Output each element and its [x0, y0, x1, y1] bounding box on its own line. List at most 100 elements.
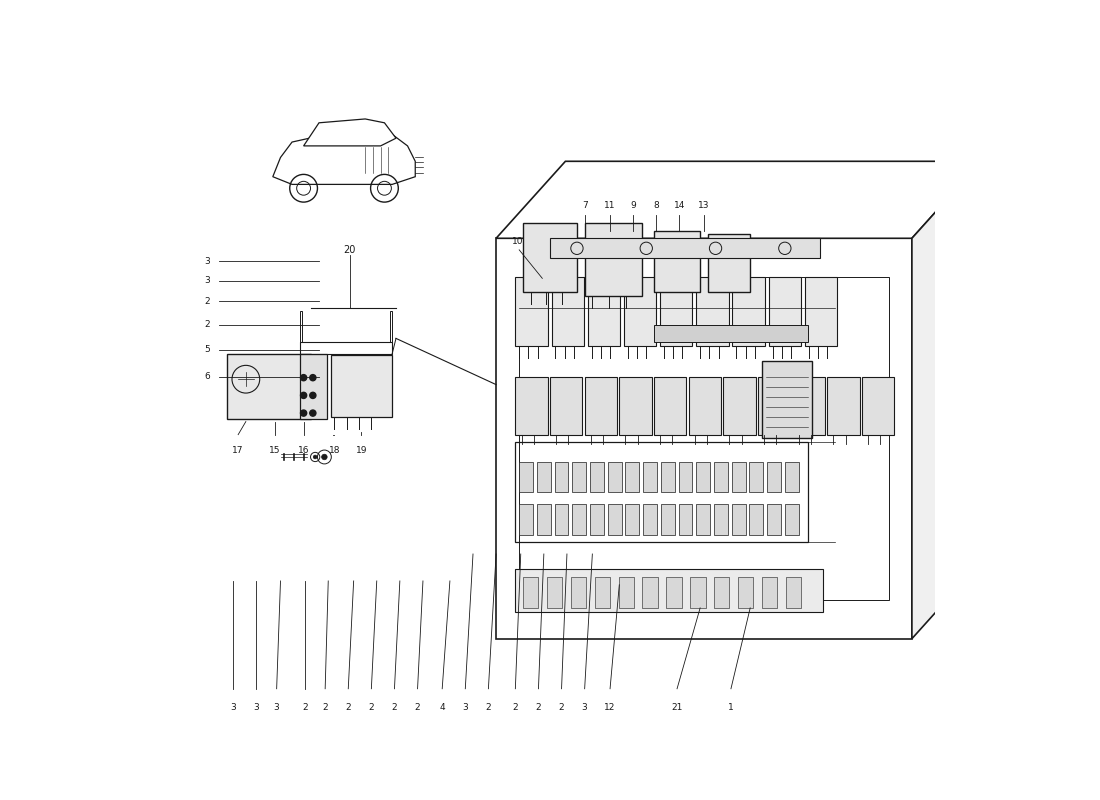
- Bar: [571, 577, 586, 608]
- Bar: [690, 577, 705, 608]
- Bar: [624, 277, 657, 346]
- Bar: [587, 277, 620, 346]
- Text: 2: 2: [368, 702, 374, 712]
- Bar: [714, 462, 728, 492]
- Text: 3: 3: [253, 702, 258, 712]
- Bar: [389, 311, 392, 342]
- Polygon shape: [912, 162, 981, 638]
- Bar: [626, 462, 639, 492]
- Text: 19: 19: [355, 446, 367, 455]
- Text: 2: 2: [392, 702, 397, 712]
- Bar: [785, 577, 801, 608]
- Text: 2: 2: [415, 702, 420, 712]
- Bar: [550, 238, 820, 258]
- Polygon shape: [273, 130, 416, 184]
- Bar: [732, 462, 746, 492]
- Text: 17: 17: [232, 446, 244, 455]
- Bar: [761, 577, 777, 608]
- Text: 18: 18: [329, 446, 340, 455]
- Bar: [515, 277, 548, 346]
- Text: 3: 3: [582, 702, 587, 712]
- Text: 12: 12: [604, 702, 616, 712]
- Text: 11: 11: [604, 201, 616, 210]
- Bar: [551, 277, 584, 346]
- Bar: [519, 504, 534, 534]
- Bar: [585, 377, 617, 434]
- Bar: [554, 462, 569, 492]
- Text: 4: 4: [439, 702, 446, 712]
- Bar: [524, 577, 538, 608]
- Bar: [299, 311, 303, 342]
- Bar: [805, 277, 837, 346]
- Text: 2: 2: [205, 320, 210, 329]
- Circle shape: [310, 392, 316, 398]
- Bar: [653, 230, 701, 292]
- Circle shape: [314, 455, 317, 459]
- Bar: [862, 377, 894, 434]
- Bar: [519, 462, 534, 492]
- Bar: [585, 223, 642, 296]
- Text: 2: 2: [302, 702, 308, 712]
- Bar: [689, 377, 720, 434]
- Circle shape: [300, 392, 307, 398]
- Bar: [515, 570, 823, 612]
- Circle shape: [300, 374, 307, 381]
- Bar: [554, 504, 569, 534]
- Bar: [330, 355, 392, 417]
- Circle shape: [310, 410, 316, 416]
- Bar: [550, 377, 582, 434]
- Bar: [696, 462, 711, 492]
- Circle shape: [310, 374, 316, 381]
- Bar: [619, 377, 651, 434]
- Bar: [299, 342, 392, 354]
- Circle shape: [321, 454, 327, 460]
- Bar: [749, 462, 763, 492]
- Text: 1: 1: [728, 702, 734, 712]
- Text: 14: 14: [673, 201, 685, 210]
- Bar: [696, 504, 711, 534]
- Text: 5: 5: [205, 346, 210, 354]
- Text: 21: 21: [671, 702, 683, 712]
- Bar: [661, 504, 674, 534]
- Bar: [626, 504, 639, 534]
- Bar: [708, 234, 750, 292]
- Bar: [758, 377, 790, 434]
- Text: 9: 9: [630, 201, 636, 210]
- Text: 16: 16: [298, 446, 309, 455]
- Bar: [607, 504, 621, 534]
- Bar: [537, 504, 551, 534]
- Text: 13: 13: [698, 201, 710, 210]
- Bar: [724, 377, 756, 434]
- Bar: [733, 277, 764, 346]
- Bar: [767, 504, 781, 534]
- Bar: [749, 504, 763, 534]
- Bar: [738, 577, 754, 608]
- Bar: [642, 577, 658, 608]
- Bar: [515, 442, 807, 542]
- Text: 6: 6: [205, 372, 210, 382]
- Text: 2: 2: [536, 702, 541, 712]
- Bar: [784, 504, 799, 534]
- Bar: [761, 362, 812, 438]
- Text: 3: 3: [205, 276, 210, 285]
- Bar: [767, 462, 781, 492]
- Bar: [515, 377, 548, 434]
- Text: 2: 2: [322, 702, 328, 712]
- Bar: [537, 462, 551, 492]
- Bar: [667, 577, 682, 608]
- Bar: [519, 277, 889, 600]
- Bar: [679, 462, 693, 492]
- Polygon shape: [304, 119, 396, 146]
- Bar: [653, 326, 807, 342]
- Bar: [679, 504, 693, 534]
- Text: 2: 2: [205, 297, 210, 306]
- Bar: [784, 462, 799, 492]
- Bar: [607, 462, 621, 492]
- Bar: [524, 223, 576, 292]
- Bar: [769, 277, 801, 346]
- Bar: [714, 504, 728, 534]
- Text: 15: 15: [270, 446, 280, 455]
- Text: 3: 3: [205, 257, 210, 266]
- Text: 3: 3: [230, 702, 235, 712]
- Bar: [299, 354, 327, 419]
